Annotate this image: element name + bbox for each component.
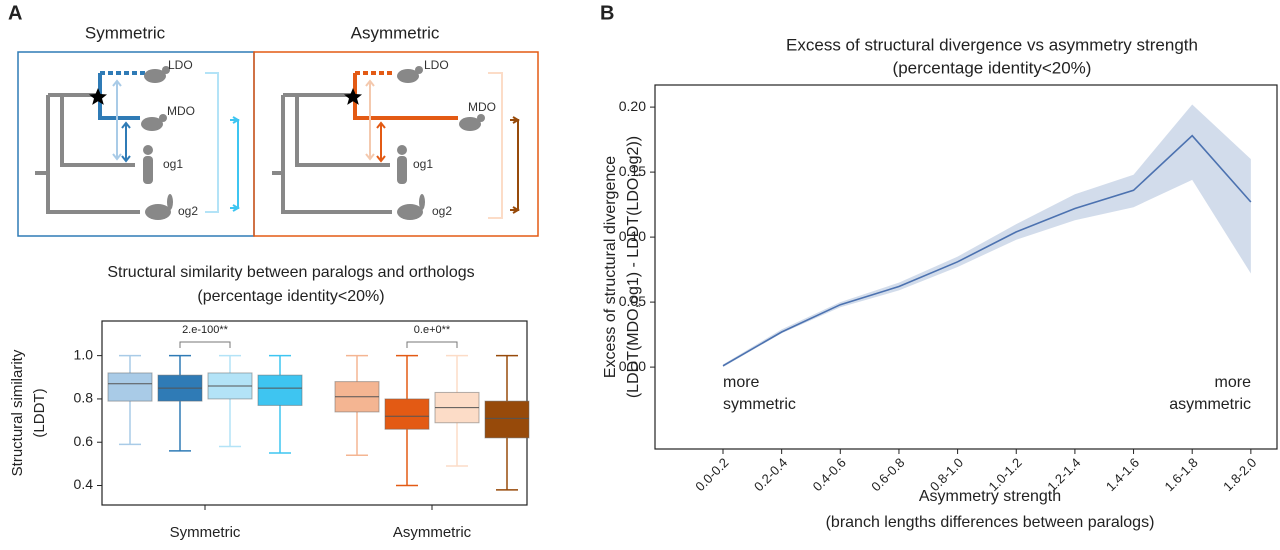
annotation: symmetric (723, 396, 796, 413)
y-tick-label: 0.20 (619, 98, 646, 114)
y-axis-label: (LDDT) (31, 388, 48, 437)
x-tick-label: 1.8-2.0 (1220, 455, 1259, 494)
diagram-symmetric: Symmetric LDO MDO og1 og2 (17, 23, 255, 237)
y-tick-label: 0.15 (619, 163, 646, 179)
box (484, 400, 530, 439)
node-label: LDO (168, 58, 193, 72)
node-label: og2 (178, 204, 198, 218)
arrows (112, 72, 240, 213)
y-axis-label: (LDDT(MDO,og1) - LDDT(LDO,og2)) (625, 136, 642, 398)
tree (272, 93, 392, 214)
annotation: more (723, 374, 760, 391)
panel-label: A (8, 2, 22, 24)
y-axis-label: Structural similarity (9, 349, 26, 476)
node-label: MDO (468, 100, 496, 114)
y-tick-label: 0.8 (74, 390, 94, 406)
y-tick-label: 0.6 (74, 433, 94, 449)
plot-frame (654, 84, 1278, 450)
diagram-frame (253, 51, 539, 237)
box (384, 398, 430, 430)
star (344, 88, 362, 105)
x-tick-label: Asymmetric (393, 524, 472, 541)
line (722, 134, 1252, 367)
node-label: MDO (167, 104, 195, 118)
tree (35, 93, 140, 214)
x-tick-label: 1.6-1.8 (1162, 455, 1201, 494)
node-label: og1 (163, 157, 183, 171)
species-icons (397, 66, 485, 220)
significance-label: 2.e-100** (182, 324, 229, 336)
x-tick-label: 0.6-0.8 (868, 455, 907, 494)
star (89, 88, 107, 105)
y-tick-label: 0.00 (619, 358, 646, 374)
diagram-asymmetric: Asymmetric LDO MDO og1 og2 (253, 23, 539, 237)
x-tick-label: 0.4-0.6 (810, 455, 849, 494)
node-label: LDO (424, 58, 449, 72)
significance-label: 0.e+0** (414, 324, 451, 336)
chart-title: Structural similarity between paralogs a… (107, 264, 474, 281)
y-tick-label: 1.0 (74, 346, 94, 362)
confidence-band (723, 104, 1251, 368)
species-icons (141, 66, 173, 220)
y-tick-label: 0.10 (619, 228, 646, 244)
y-tick-label: 0.05 (619, 293, 646, 309)
diagram-title: Asymmetric (351, 23, 440, 42)
paralog-branches (353, 71, 458, 120)
x-axis-label: (branch lengths differences between para… (826, 514, 1155, 531)
chart-title: (percentage identity<20%) (197, 288, 384, 305)
significance-bracket (179, 341, 231, 348)
x-tick-label: 1.2-1.4 (1044, 455, 1083, 494)
chart-title: (percentage identity<20%) (893, 58, 1092, 77)
y-tick-label: 0.4 (74, 476, 94, 492)
chart-title: Excess of structural divergence vs asymm… (786, 35, 1198, 54)
x-tick-label: 1.4-1.6 (1103, 455, 1142, 494)
node-label: og2 (432, 204, 452, 218)
arrows (365, 72, 520, 219)
x-tick-label: 0.2-0.4 (751, 455, 790, 494)
node-label: og1 (413, 157, 433, 171)
x-tick-label: Symmetric (170, 524, 241, 541)
annotation: asymmetric (1169, 396, 1251, 413)
box (257, 374, 303, 406)
box (107, 372, 153, 402)
panel-label: B (600, 2, 614, 24)
y-axis-label: Excess of structural divergence (602, 156, 619, 378)
annotation: more (1215, 374, 1252, 391)
x-axis-label: Asymmetry strength (919, 488, 1061, 505)
x-tick-label: 0.0-0.2 (692, 455, 731, 494)
paralog-branches (98, 71, 145, 120)
diagram-title: Symmetric (85, 23, 166, 42)
significance-bracket (406, 341, 458, 348)
